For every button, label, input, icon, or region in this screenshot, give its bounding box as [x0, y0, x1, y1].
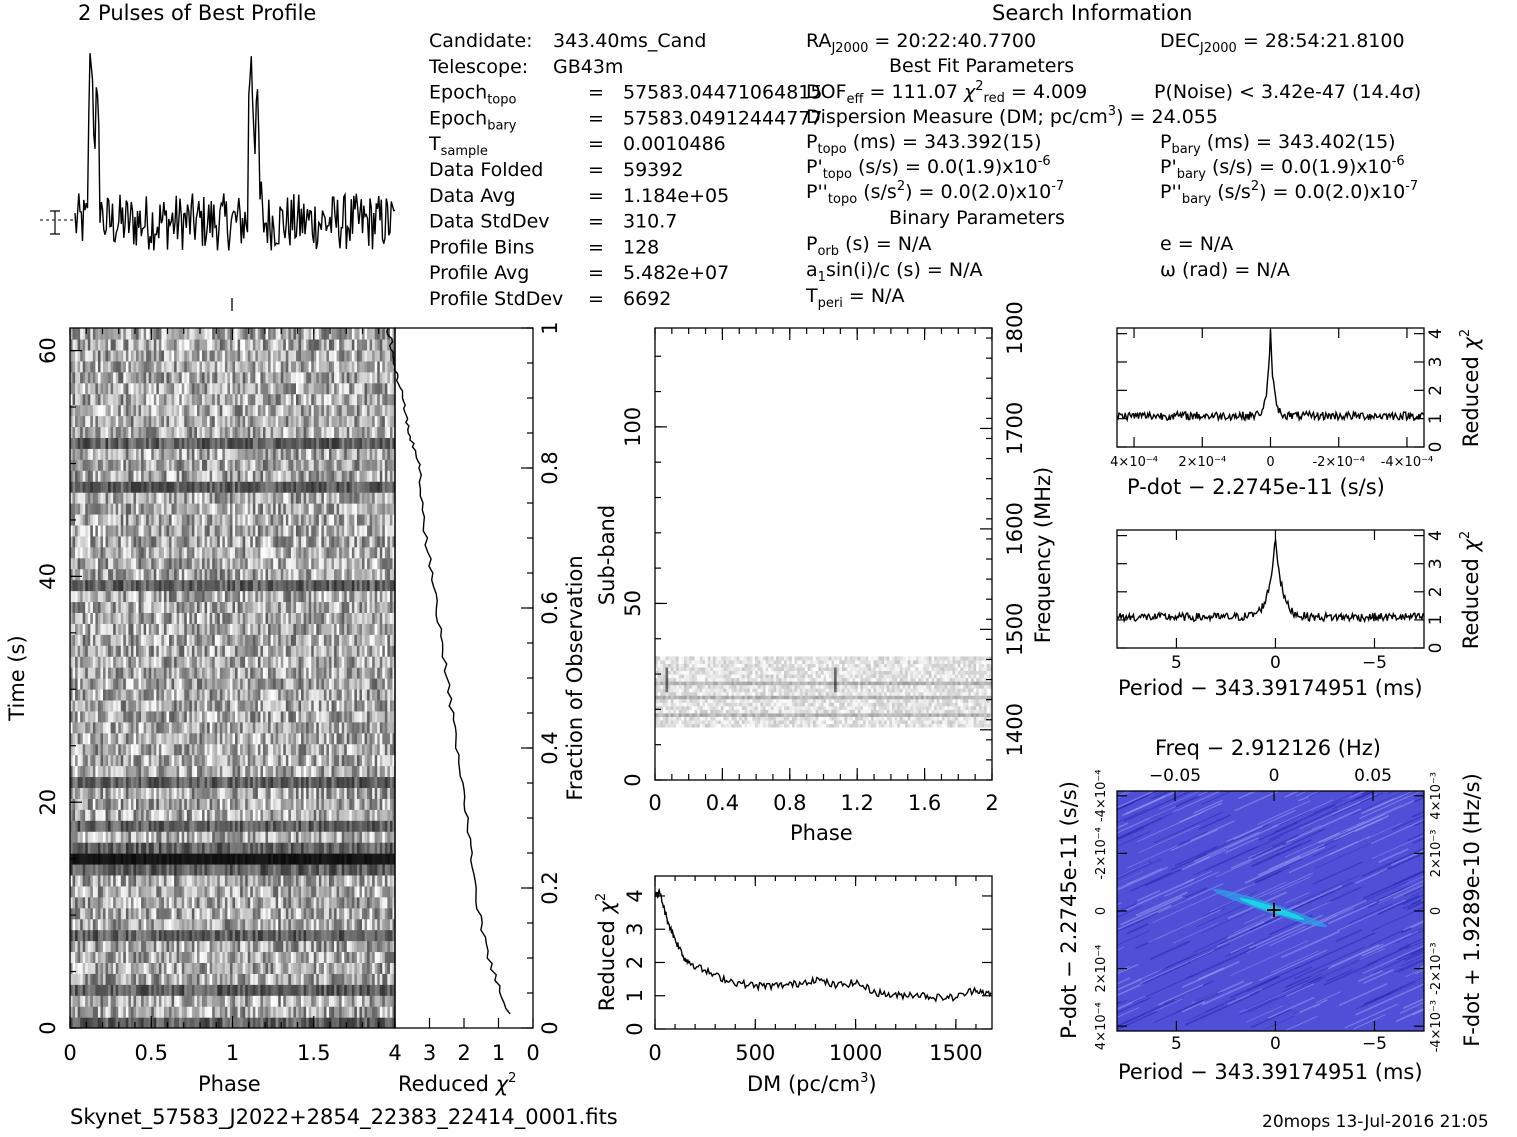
info-right-block: RAJ2000 = 20:22:40.7700 DECJ2000 = 28:54…: [805, 30, 1421, 311]
info-eq: =: [588, 185, 604, 207]
info-label: Telescope:: [428, 56, 528, 78]
profile-plot: [40, 53, 395, 311]
info-eq: =: [588, 262, 604, 284]
info-eq: =: [588, 159, 604, 181]
time-phase-heatmap: [70, 328, 396, 1029]
info-label: Data StdDev: [429, 211, 550, 233]
info-value: 0.0010486: [623, 133, 726, 155]
info-value: 6692: [623, 288, 671, 310]
info-label: Profile Avg: [429, 262, 529, 284]
info-label: Data Folded: [429, 159, 543, 181]
pdot-bary-value: P'bary (s/s) = 0.0(1.9)x10-6: [1160, 154, 1405, 182]
info-value: 57583.04471064815: [623, 82, 822, 104]
e-value: e = N/A: [1160, 233, 1233, 255]
info-label: Epochtopo: [429, 82, 516, 108]
ra-value: RAJ2000 = 20:22:40.7700: [806, 30, 1036, 56]
profile-curve: [75, 53, 395, 250]
info-value: GB43m: [553, 56, 623, 78]
pddot-bary-value: P''bary (s/s2) = 0.0(2.0)x10-7: [1160, 179, 1418, 207]
ptopo-value: Ptopo (ms) = 343.392(15): [806, 131, 1042, 157]
info-value: 57583.04912444777: [623, 107, 822, 129]
dm-value: Dispersion Measure (DM; pc/cm3) = 24.055: [806, 104, 1218, 128]
info-label: Profile StdDev: [429, 288, 563, 310]
search-title: Search Information: [992, 1, 1192, 25]
dec-value: DECJ2000 = 28:54:21.8100: [1160, 30, 1405, 56]
porb-value: Porb (s) = N/A: [806, 233, 931, 259]
info-left-block: Candidate: 343.40ms_Cand Telescope: GB43m Ep…: [428, 30, 822, 310]
info-eq: =: [588, 82, 604, 104]
best-fit-title: Best Fit Parameters: [889, 55, 1074, 77]
info-value: 1.184e+05: [623, 185, 729, 207]
omega-value: ω (rad) = N/A: [1160, 259, 1290, 281]
pnoise-value: P(Noise) < 3.42e-47 (14.4σ): [1154, 81, 1421, 103]
info-eq: =: [588, 211, 604, 233]
info-eq: =: [588, 236, 604, 258]
info-label: Epochbary: [429, 107, 517, 133]
a1-value: a1sin(i)/c (s) = N/A: [806, 259, 982, 285]
info-label: Profile Bins: [429, 236, 534, 258]
info-value: 128: [623, 236, 659, 258]
tperi-value: Tperi = N/A: [805, 285, 904, 311]
info-label: Data Avg: [429, 185, 516, 207]
info-value: 343.40ms_Cand: [553, 30, 706, 52]
info-eq: =: [588, 288, 604, 310]
info-eq: =: [588, 133, 604, 155]
profile-errorbar: [50, 211, 60, 234]
profile-title: 2 Pulses of Best Profile: [78, 1, 316, 25]
pddot-topo-value: P''topo (s/s2) = 0.0(2.0)x10-7: [806, 179, 1064, 207]
info-value: 5.482e+07: [623, 262, 729, 284]
info-value: 59392: [623, 159, 683, 181]
pdot-topo-value: P'topo (s/s) = 0.0(1.9)x10-6: [806, 154, 1051, 182]
dof-value: DOFeff = 111.07 χ2red = 4.009: [806, 79, 1087, 107]
pbary-value: Pbary (ms) = 343.402(15): [1160, 131, 1396, 157]
info-label: Candidate:: [429, 30, 533, 52]
info-label: Tsample: [428, 133, 488, 159]
binary-title: Binary Parameters: [889, 207, 1065, 229]
info-value: 310.7: [623, 211, 677, 233]
info-eq: =: [588, 107, 604, 129]
